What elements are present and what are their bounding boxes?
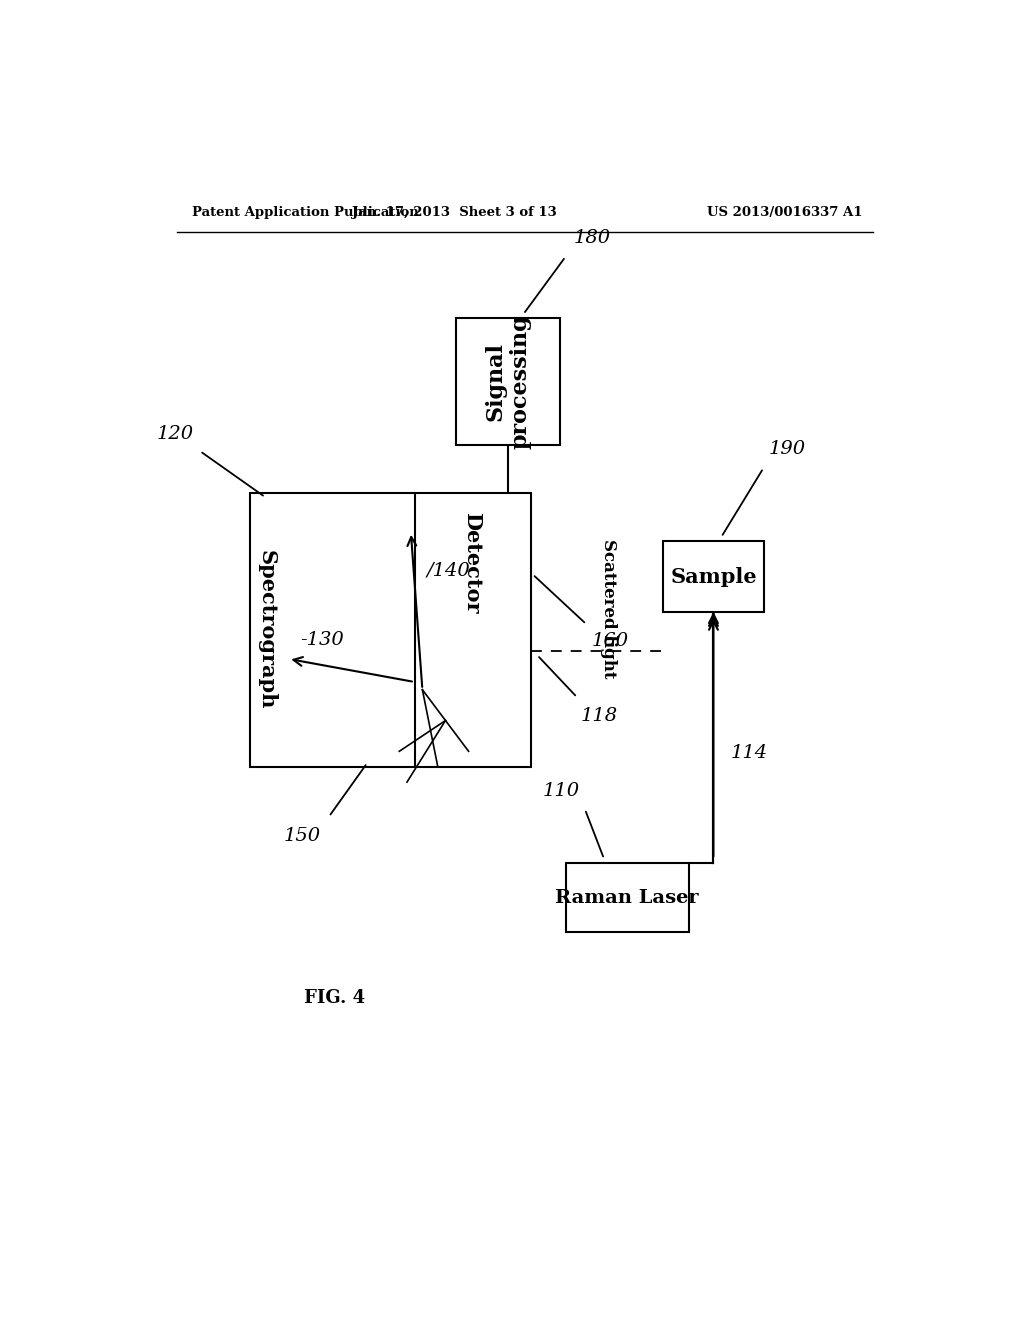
Text: 150: 150	[284, 826, 322, 845]
Bar	[415, 523, 528, 603]
Text: Jan. 17, 2013  Sheet 3 of 13: Jan. 17, 2013 Sheet 3 of 13	[351, 206, 556, 219]
Text: -130: -130	[300, 631, 344, 648]
Text: Scattered light: Scattered light	[600, 539, 617, 678]
Text: 120: 120	[157, 425, 194, 444]
Text: Spectrograph: Spectrograph	[257, 550, 276, 710]
Text: FIG. 4: FIG. 4	[304, 989, 366, 1007]
Bar	[664, 541, 764, 612]
Text: Sample: Sample	[670, 566, 757, 586]
Text: 114: 114	[730, 744, 768, 762]
Text: 180: 180	[573, 230, 610, 247]
Text: US 2013/0016337 A1: US 2013/0016337 A1	[708, 206, 863, 219]
Bar	[250, 494, 531, 767]
Text: Detector: Detector	[462, 512, 481, 614]
Bar	[565, 863, 689, 932]
Text: Signal
processing: Signal processing	[484, 314, 531, 449]
Text: 190: 190	[769, 440, 806, 458]
Text: 110: 110	[543, 781, 580, 800]
Text: Patent Application Publication: Patent Application Publication	[193, 206, 419, 219]
Bar	[456, 318, 560, 445]
Text: Raman Laser: Raman Laser	[555, 888, 699, 907]
Text: 118: 118	[581, 706, 618, 725]
Text: 160: 160	[592, 632, 629, 649]
Text: /140: /140	[426, 561, 470, 579]
